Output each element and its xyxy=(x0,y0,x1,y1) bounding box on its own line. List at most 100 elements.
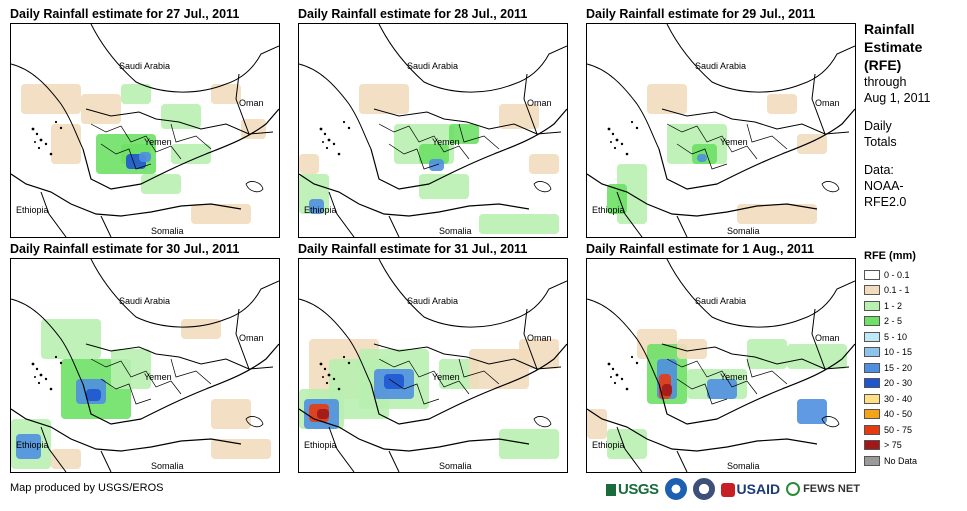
svg-text:Ethiopia: Ethiopia xyxy=(304,205,337,215)
svg-text:Oman: Oman xyxy=(239,333,264,343)
svg-text:Somalia: Somalia xyxy=(727,226,760,236)
map-panel-30-jul: Daily Rainfall estimate for 30 Jul., 201… xyxy=(10,242,280,473)
legend-swatch xyxy=(864,316,880,327)
panel-title: Daily Rainfall estimate for 30 Jul., 201… xyxy=(10,242,240,256)
map-svg: Saudi Arabia Oman Yemen Ethiopia Somalia xyxy=(299,259,567,472)
map-panel-29-jul: Daily Rainfall estimate for 29 Jul., 201… xyxy=(586,7,856,238)
svg-text:Somalia: Somalia xyxy=(727,461,760,471)
legend-swatch xyxy=(864,378,880,389)
legend-label: 15 - 20 xyxy=(884,362,913,373)
svg-text:Saudi Arabia: Saudi Arabia xyxy=(695,296,746,306)
map-svg: Saudi Arabia Oman Yemen Ethiopia Somalia xyxy=(11,24,279,237)
legend-swatch xyxy=(864,300,880,311)
fews-globe-icon xyxy=(786,482,801,496)
legend-item: 40 - 50 xyxy=(864,407,917,423)
svg-text:Somalia: Somalia xyxy=(151,461,184,471)
svg-text:Yemen: Yemen xyxy=(720,137,748,147)
panel-title: Daily Rainfall estimate for 28 Jul., 201… xyxy=(298,7,528,21)
country-borders xyxy=(587,24,855,237)
legend-item: 0 - 0.1 xyxy=(864,267,917,283)
svg-text:Oman: Oman xyxy=(527,333,552,343)
legend-swatch xyxy=(864,362,880,373)
description-spacer xyxy=(864,106,964,118)
svg-text:Somalia: Somalia xyxy=(439,461,472,471)
rainfall-overlay xyxy=(607,84,827,224)
country-labels: Saudi Arabia Oman Yemen Ethiopia Somalia xyxy=(592,296,840,471)
svg-text:Yemen: Yemen xyxy=(720,372,748,382)
rainfall-map: Saudi Arabia Oman Yemen Ethiopia Somalia xyxy=(10,23,280,238)
legend-item: 2 - 5 xyxy=(864,314,917,330)
legend-item: 0.1 - 1 xyxy=(864,283,917,299)
country-labels: Saudi Arabia Oman Yemen Ethiopia Somalia xyxy=(592,61,840,236)
legend-item: 1 - 2 xyxy=(864,298,917,314)
legend-item: 20 - 30 xyxy=(864,376,917,392)
description-line: through xyxy=(864,75,907,89)
legend-item: No Data xyxy=(864,453,917,469)
legend-swatch xyxy=(864,440,880,451)
rainfall-overlay xyxy=(11,319,271,469)
description-title-1: Rainfall xyxy=(864,21,915,37)
legend-items: 0 - 0.1 0.1 - 1 1 - 2 2 - 5 5 - 10 10 - 15 15 … xyxy=(864,267,917,469)
svg-text:Oman: Oman xyxy=(815,98,840,108)
description-line: Totals xyxy=(864,135,897,149)
legend-label: > 75 xyxy=(884,440,902,451)
country-borders xyxy=(299,259,567,472)
legend-label: 0 - 0.1 xyxy=(884,269,910,280)
legend-label: 10 - 15 xyxy=(884,347,913,358)
rainfall-map: Saudi Arabia Oman Yemen Ethiopia Somalia xyxy=(10,258,280,473)
legend-item: 5 - 10 xyxy=(864,329,917,345)
legend-swatch xyxy=(864,269,880,280)
legend-item: 50 - 75 xyxy=(864,422,917,438)
svg-text:Ethiopia: Ethiopia xyxy=(304,440,337,450)
panel-title: Daily Rainfall estimate for 1 Aug., 2011 xyxy=(586,242,815,256)
legend-label: No Data xyxy=(884,455,918,466)
svg-text:Oman: Oman xyxy=(239,98,264,108)
description-spacer xyxy=(864,150,964,162)
rainfall-overlay xyxy=(587,329,847,459)
legend-item: 30 - 40 xyxy=(864,391,917,407)
map-svg: Saudi Arabia Oman Yemen Ethiopia Somalia xyxy=(587,259,855,472)
svg-text:Yemen: Yemen xyxy=(432,137,460,147)
map-svg: Saudi Arabia Oman Yemen Ethiopia Somalia xyxy=(299,24,567,237)
legend-swatch xyxy=(864,409,880,420)
fews-net-logo: FEWS NET xyxy=(786,482,860,496)
legend-swatch xyxy=(864,424,880,435)
svg-text:Saudi Arabia: Saudi Arabia xyxy=(119,61,170,71)
legend-swatch xyxy=(864,347,880,358)
country-labels: Saudi Arabia Oman Yemen Ethiopia Somalia xyxy=(16,296,264,471)
map-credit: Map produced by USGS/EROS xyxy=(10,482,164,494)
legend-label: 1 - 2 xyxy=(884,300,903,311)
legend-label: 30 - 40 xyxy=(884,393,913,404)
dhs-seal-logo xyxy=(692,478,715,500)
panel-title: Daily Rainfall estimate for 29 Jul., 201… xyxy=(586,7,816,21)
rainfall-overlay xyxy=(299,84,559,234)
country-labels: Saudi Arabia Oman Yemen Ethiopia Somalia xyxy=(304,296,552,471)
country-borders xyxy=(11,259,279,472)
description-title-3: (RFE) xyxy=(864,57,902,73)
svg-text:Somalia: Somalia xyxy=(439,226,472,236)
usaid-logo: USAID xyxy=(720,481,780,498)
map-svg: Saudi Arabia Oman Yemen Ethiopia Somalia xyxy=(587,24,855,237)
rainfall-map: Saudi Arabia Oman Yemen Ethiopia Somalia xyxy=(298,23,568,238)
map-description: Rainfall Estimate (RFE) through Aug 1, 2… xyxy=(864,20,964,210)
svg-text:Oman: Oman xyxy=(527,98,552,108)
legend-swatch xyxy=(864,393,880,404)
legend-swatch xyxy=(864,285,880,296)
svg-text:Ethiopia: Ethiopia xyxy=(16,440,49,450)
svg-text:Yemen: Yemen xyxy=(144,137,172,147)
usgs-wave-icon xyxy=(606,483,616,496)
svg-text:Ethiopia: Ethiopia xyxy=(592,205,625,215)
map-panel-27-jul: Daily Rainfall estimate for 27 Jul., 201… xyxy=(10,7,280,238)
description-line: RFE2.0 xyxy=(864,195,907,209)
usgs-logo: USGS xyxy=(606,481,659,498)
panel-title: Daily Rainfall estimate for 31 Jul., 201… xyxy=(298,242,528,256)
svg-text:Saudi Arabia: Saudi Arabia xyxy=(407,61,458,71)
svg-text:Somalia: Somalia xyxy=(151,226,184,236)
svg-text:Oman: Oman xyxy=(815,333,840,343)
rainfall-overlay xyxy=(21,84,266,224)
description-line: Daily xyxy=(864,119,892,133)
logo-strip: USGS USAID FEWS NET xyxy=(606,478,860,500)
svg-text:Saudi Arabia: Saudi Arabia xyxy=(119,296,170,306)
legend-label: 5 - 10 xyxy=(884,331,908,342)
map-panel-1-aug: Daily Rainfall estimate for 1 Aug., 2011… xyxy=(586,242,856,473)
